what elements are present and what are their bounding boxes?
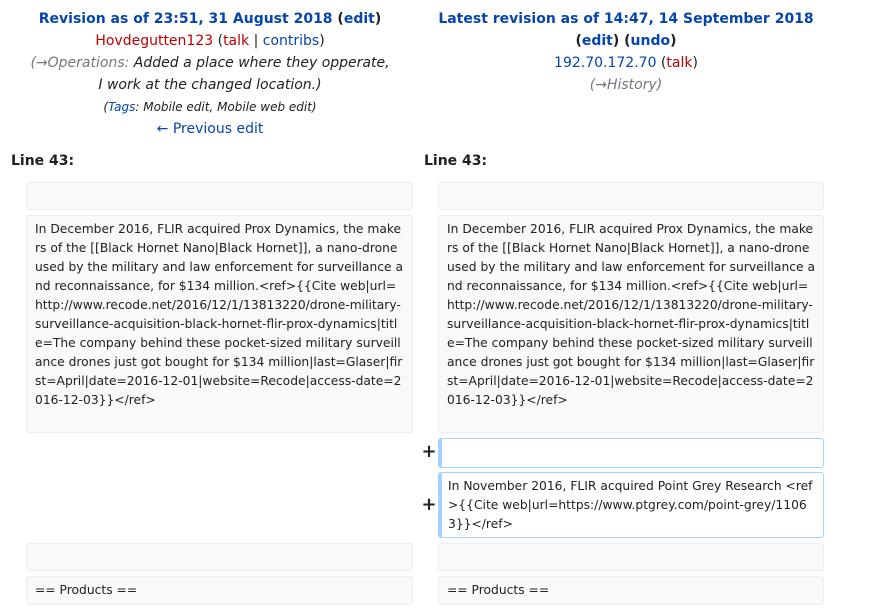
paren: ( [213, 33, 224, 49]
old-revision-title[interactable]: Revision as of 23:51, 31 August 2018 [38, 11, 333, 27]
new-revision-actions: (edit) (undo) [426, 30, 826, 52]
old-revision-header: Revision as of 23:51, 31 August 2018 (ed… [14, 8, 406, 140]
paren: ) ( [612, 33, 631, 49]
new-revision-title[interactable]: Latest revision as of 14:47, 14 Septembe… [438, 11, 814, 27]
undo-link[interactable]: undo [630, 33, 671, 49]
context-paragraph-right: In December 2016, FLIR acquired Prox Dyn… [438, 215, 824, 433]
old-revision-user-line: Hovdegutten123 (talk | contribs) [14, 30, 406, 52]
context-empty-right-2 [438, 543, 824, 571]
new-revision-user-line: 192.70.172.70 (talk) [426, 52, 826, 74]
user-contribs-link[interactable]: contribs [262, 33, 320, 49]
paren: ) [374, 11, 382, 27]
added-empty-line [438, 438, 824, 468]
tags-paren: ( [103, 100, 109, 114]
previous-edit-row: ← Previous edit [14, 118, 406, 140]
paren: ( [575, 33, 582, 49]
old-edit-link[interactable]: edit [343, 11, 375, 27]
user-talk-link[interactable]: talk [223, 33, 250, 49]
summary-text: Added a place where they opperate, I wor… [98, 55, 390, 93]
edit-tags: (Tags: Mobile edit, Mobile web edit) [14, 96, 406, 118]
context-products-right: == Products == [438, 576, 824, 605]
new-revision-header: Latest revision as of 14:47, 14 Septembe… [426, 8, 826, 96]
new-edit-link[interactable]: edit [581, 33, 613, 49]
user-link[interactable]: Hovdegutten123 [95, 33, 214, 49]
separator: | [249, 33, 263, 49]
tags-text: : Mobile edit, Mobile web edit) [135, 100, 317, 114]
old-revision-title-line: Revision as of 23:51, 31 August 2018 (ed… [14, 8, 406, 30]
ip-talk-link[interactable]: talk [666, 55, 693, 71]
added-paragraph: In November 2016, FLIR acquired Point Gr… [438, 472, 824, 538]
added-line-plus-icon: + [421, 494, 437, 515]
context-paragraph-left: In December 2016, FLIR acquired Prox Dyn… [26, 215, 413, 433]
edit-summary: (→Operations: Added a place where they o… [14, 52, 406, 96]
context-products-left: == Products == [26, 576, 413, 605]
paren: ( [332, 11, 344, 27]
previous-edit-link[interactable]: ← Previous edit [156, 121, 264, 137]
summary-section-link[interactable]: (→Operations: [30, 55, 130, 71]
history-paren: ) [656, 77, 663, 93]
added-line-plus-icon: + [421, 441, 437, 462]
ip-user-link[interactable]: 192.70.172.70 [554, 55, 657, 71]
tags-link[interactable]: Tags [108, 100, 136, 114]
paren: ) [670, 33, 677, 49]
paren: ) [319, 33, 325, 49]
left-line-number: Line 43: [11, 153, 75, 169]
context-empty-left [26, 182, 413, 210]
context-empty-left-2 [26, 543, 413, 571]
history-paren: (→ [589, 77, 607, 93]
context-empty-right [438, 182, 824, 210]
history-section-link[interactable]: History [606, 77, 657, 93]
paren: ( [656, 55, 667, 71]
new-edit-summary: (→History) [426, 74, 826, 96]
right-line-number: Line 43: [424, 153, 488, 169]
paren: ) [692, 55, 698, 71]
